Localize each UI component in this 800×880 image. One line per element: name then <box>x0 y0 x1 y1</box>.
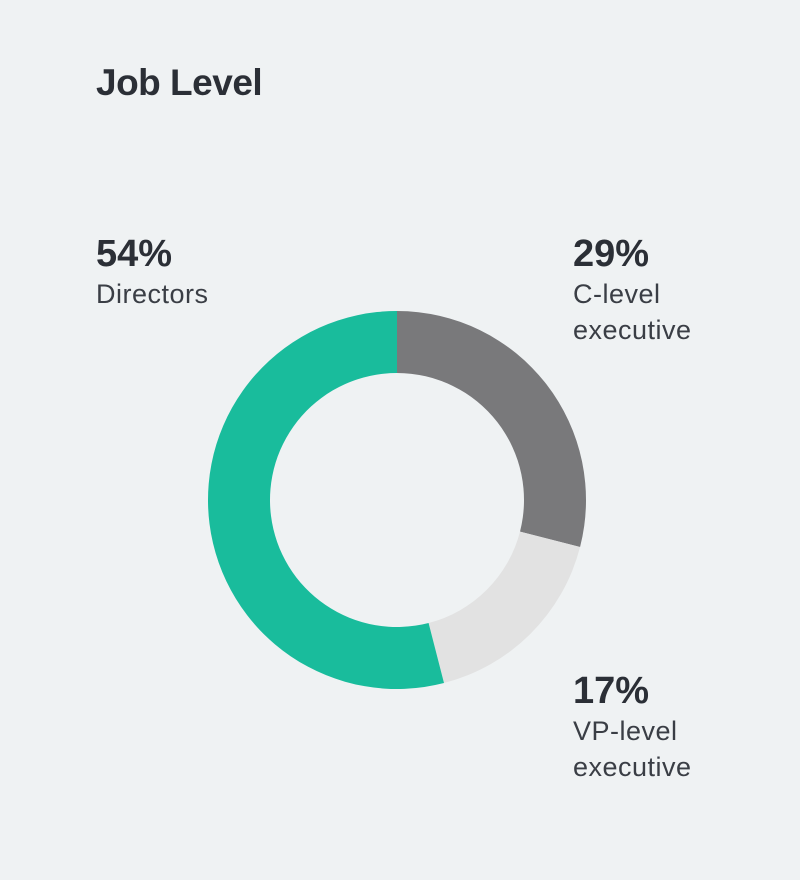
slice-label: 29% C-level executive <box>573 232 733 348</box>
donut-slice <box>428 531 581 684</box>
value-label: 29% <box>573 233 650 275</box>
slice-label: 54% Directors <box>96 232 256 312</box>
donut-slice <box>207 311 445 689</box>
value-label: 54% <box>96 233 173 275</box>
chart-title: Job Level <box>96 62 263 103</box>
category-label: VP-level executive <box>573 716 692 782</box>
category-label: C-level executive <box>573 279 692 345</box>
value-label: 17% <box>573 670 650 712</box>
category-label: Directors <box>96 279 209 309</box>
slice-label: 17% VP-level executive <box>573 669 733 785</box>
donut-slice <box>397 311 586 548</box>
